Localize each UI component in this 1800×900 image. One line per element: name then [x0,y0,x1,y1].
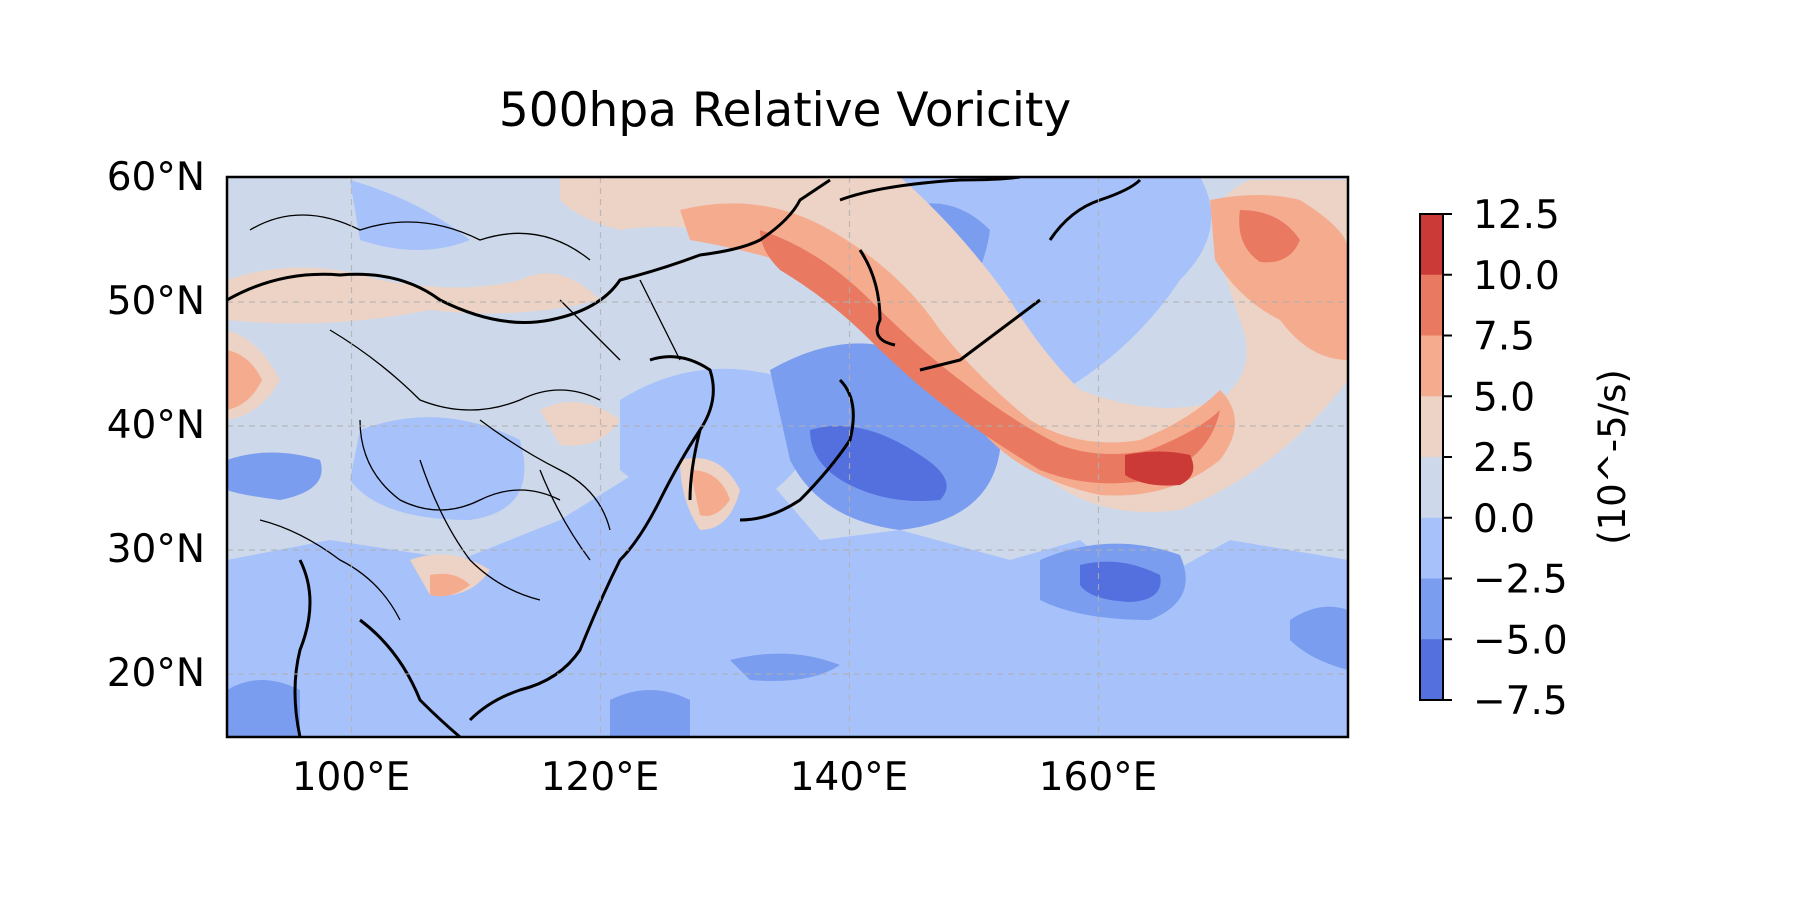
lat-tick-label: 40°N [107,403,205,448]
political-borders [249,214,681,621]
lat-tick-label: 60°N [107,155,205,200]
lat-tick-label: 50°N [107,279,205,324]
map-frame [225,175,1350,739]
colorbar-tick-label: 10.0 [1473,254,1560,299]
gridlines [227,177,1348,737]
colorbar-segment [1420,457,1443,519]
colorbar: 12.5 10.0 7.5 5.0 2.5 0.0 −2.5 −5.0 −7.5 [1419,193,1568,724]
field-positive-korea-moderate [690,470,730,516]
field-negative-north [350,180,470,250]
field-positive-china-moderate [430,573,470,597]
field-positive-ne-strong [1239,210,1300,263]
lat-tick-label: 30°N [107,527,205,572]
lat-tick-label: 20°N [107,651,205,696]
chart-title: 500hpa Relative Voricity [499,83,1071,138]
field-negative-west [227,452,322,500]
colorbar-tick-label: −5.0 [1473,618,1568,663]
field-negative-south [227,680,300,737]
field-positive-north [560,177,1348,512]
field-negative-coast [620,368,810,506]
colorbar-segment [1420,578,1443,640]
map-panel [227,177,1348,737]
field-positive-west-moderate [227,350,262,410]
lon-tick-label: 160°E [1039,755,1158,800]
colorbar-segment [1420,396,1443,458]
colorbar-segment [1420,639,1443,701]
colorbar-tick-label: 12.5 [1473,193,1560,238]
colorbar-segment [1420,214,1443,276]
colorbar-tick-label: 0.0 [1473,497,1535,542]
colorbar-tick-label: 7.5 [1473,315,1535,360]
field-positive-northwest [227,267,600,324]
colorbar-segment [1420,274,1443,336]
lon-tick-label: 100°E [292,755,411,800]
field-negative-core-japan [810,425,947,501]
coastlines [227,177,1142,737]
field-band-core [1125,451,1194,486]
colorbar-segment [1420,517,1443,579]
colorbar-tick-label: 2.5 [1473,436,1535,481]
colorbar-segment [1420,335,1443,397]
colorbar-tick-label: −2.5 [1473,558,1568,603]
colorbar-tick-label: −7.5 [1473,679,1568,724]
colorbar-tick-label: 5.0 [1473,375,1535,420]
lon-tick-label: 120°E [541,755,660,800]
lon-tick-label: 140°E [790,755,909,800]
field-negative-southsea [610,690,690,737]
field-negative-lower [227,470,1348,737]
field-negative-east [1290,606,1348,670]
field-negative-core-pacific [1080,561,1161,602]
colorbar-label: (10^-5/s) [1591,369,1634,545]
